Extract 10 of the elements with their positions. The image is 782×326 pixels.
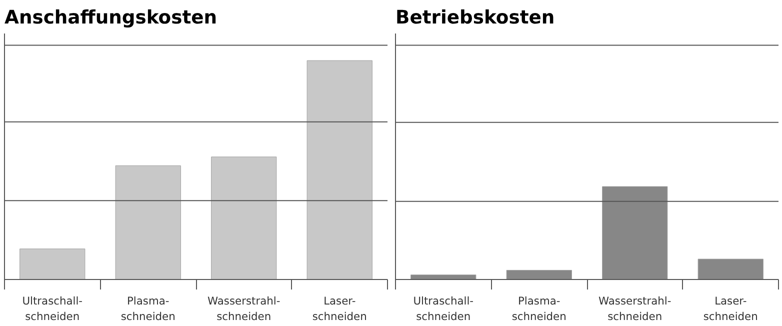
x-tick-label: Laser- schneiden — [312, 294, 367, 324]
chart-title: Anschaffungskosten — [4, 8, 218, 28]
chart-title: Betriebskosten — [396, 8, 555, 28]
x-tick-label: Wasserstrahl- schneiden — [598, 294, 672, 324]
x-tick-label: Ultraschall- schneiden — [22, 294, 83, 324]
x-tick-label: Ultraschall- schneiden — [413, 294, 474, 324]
x-tick-label: Plasma- schneiden — [120, 294, 176, 324]
x-tick-label: Laser- schneiden — [703, 294, 758, 324]
x-tick-label: Plasma- schneiden — [512, 294, 566, 324]
x-tick-label: Wasserstrahl- schneiden — [208, 294, 280, 324]
